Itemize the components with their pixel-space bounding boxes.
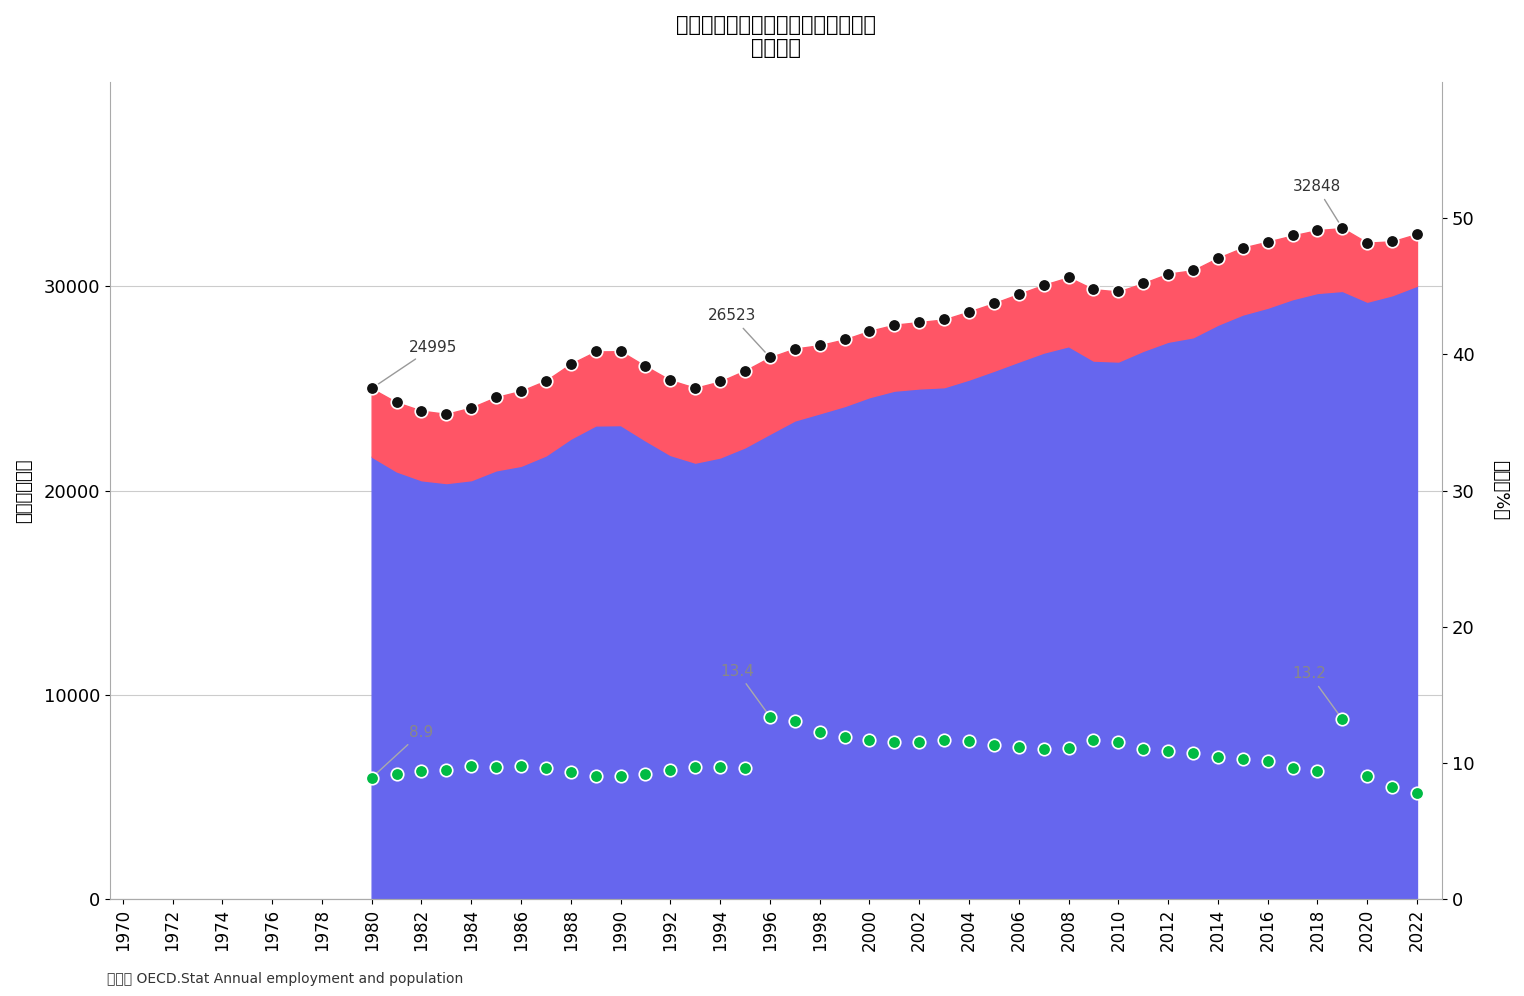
Y-axis label: 人数［千人］: 人数［千人］ xyxy=(15,458,34,523)
Text: 8.9: 8.9 xyxy=(373,725,433,776)
Text: 24995: 24995 xyxy=(373,340,457,386)
Text: 26523: 26523 xyxy=(707,309,768,356)
Title: 労働者数・雇用者数・個人事業主数
イギリス: 労働者数・雇用者数・個人事業主数 イギリス xyxy=(677,15,876,58)
Text: 32848: 32848 xyxy=(1292,179,1341,226)
Text: 13.2: 13.2 xyxy=(1292,666,1341,717)
Text: 出典： OECD.Stat Annual employment and population: 出典： OECD.Stat Annual employment and popu… xyxy=(107,972,463,986)
Text: 13.4: 13.4 xyxy=(721,663,768,714)
Y-axis label: 割合［%］: 割合［%］ xyxy=(1490,460,1509,521)
